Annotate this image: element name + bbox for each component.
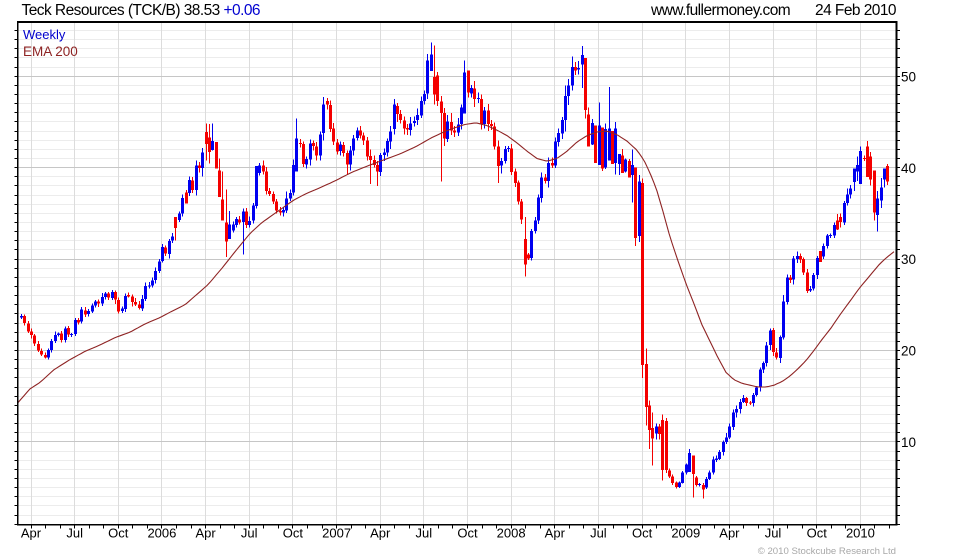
svg-text:50: 50 [901, 69, 916, 84]
svg-text:Apr: Apr [21, 526, 42, 541]
svg-text:Jul: Jul [415, 526, 432, 541]
svg-text:Oct: Oct [457, 526, 478, 541]
svg-text:Apr: Apr [195, 526, 216, 541]
svg-text:2010: 2010 [846, 526, 875, 541]
svg-text:2006: 2006 [147, 526, 176, 541]
svg-text:Jul: Jul [590, 526, 607, 541]
svg-text:Oct: Oct [807, 526, 828, 541]
svg-text:2009: 2009 [671, 526, 700, 541]
svg-text:www.fullermoney.com: www.fullermoney.com [650, 2, 790, 19]
svg-text:Jul: Jul [765, 526, 782, 541]
svg-text:30: 30 [901, 252, 916, 267]
svg-text:Oct: Oct [108, 526, 129, 541]
svg-text:EMA 200: EMA 200 [23, 44, 78, 59]
svg-text:Apr: Apr [370, 526, 391, 541]
svg-text:40: 40 [901, 161, 916, 176]
svg-text:Teck Resources (TCK/B) 38.53: Teck Resources (TCK/B) 38.53 +0.06 [22, 2, 260, 19]
svg-text:10: 10 [901, 435, 916, 450]
svg-text:Jul: Jul [241, 526, 258, 541]
svg-text:2008: 2008 [497, 526, 526, 541]
svg-text:2007: 2007 [322, 526, 351, 541]
svg-text:© 2010 Stockcube Research Ltd: © 2010 Stockcube Research Ltd [758, 546, 896, 557]
svg-text:Oct: Oct [632, 526, 653, 541]
svg-text:24 Feb 2010: 24 Feb 2010 [815, 2, 897, 19]
svg-text:Jul: Jul [66, 526, 83, 541]
svg-text:Weekly: Weekly [23, 27, 66, 42]
svg-text:Apr: Apr [719, 526, 740, 541]
svg-text:20: 20 [901, 344, 916, 359]
svg-text:Oct: Oct [283, 526, 304, 541]
svg-text:Apr: Apr [545, 526, 566, 541]
